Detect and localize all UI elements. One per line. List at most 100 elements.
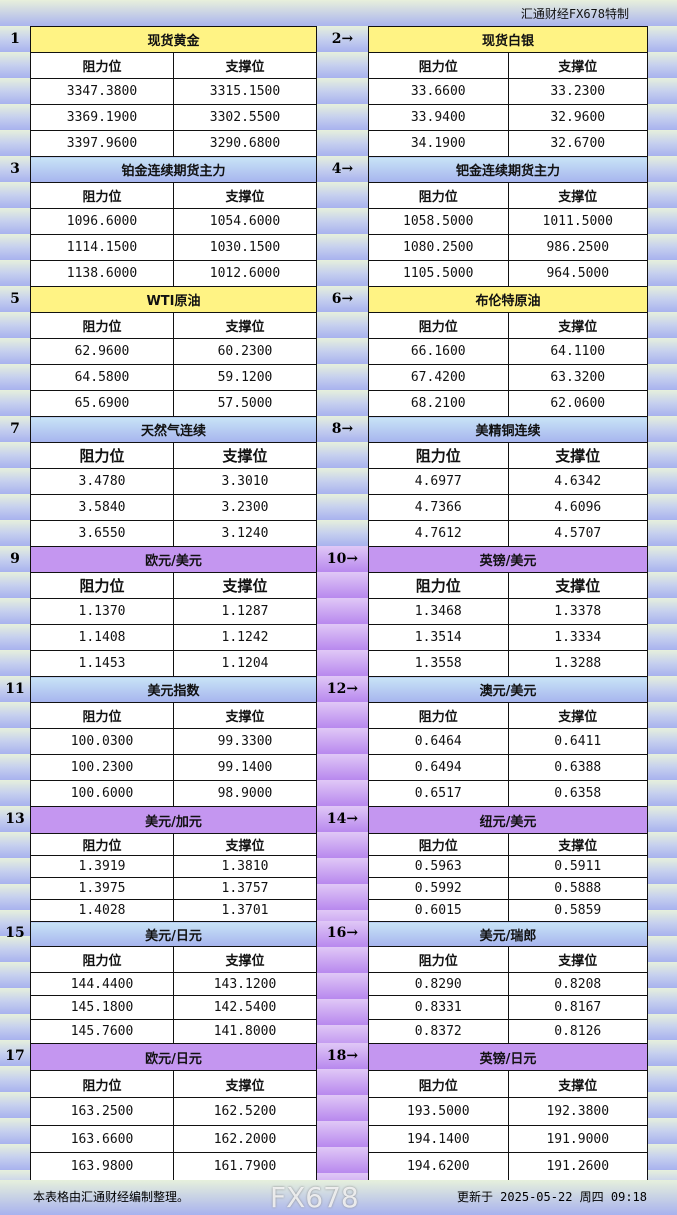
quote-table: 纽元/美元 阻力位 支撑位 0.5963 0.5911 0.5992 0.5888 0.601… [368, 806, 648, 922]
section-number: 12→ [326, 681, 359, 697]
resistance-value: 163.2500 [30, 1097, 174, 1126]
instrument-title: WTI原油 [30, 286, 317, 313]
table-row: 3.5840 3.2300 [30, 494, 317, 521]
table-row: 33.6600 33.2300 [368, 78, 648, 105]
resistance-value: 100.2300 [30, 754, 174, 781]
instrument-title: 美元指数 [30, 676, 317, 703]
header-row: 阻力位 支撑位 [30, 442, 317, 469]
support-value: 1.1242 [173, 624, 317, 651]
title-row: 澳元/美元 [368, 676, 648, 703]
quote-table: WTI原油 阻力位 支撑位 62.9600 60.2300 64.5800 59.1200 6… [30, 286, 317, 417]
resistance-value: 0.6464 [368, 728, 509, 755]
table-row: 163.6600 162.2000 [30, 1125, 317, 1153]
support-value: 0.8126 [507, 1019, 648, 1044]
support-value: 3.3010 [173, 468, 317, 495]
title-row: 欧元/日元 [30, 1043, 317, 1071]
resistance-value: 3347.3800 [30, 78, 174, 105]
resistance-value: 163.9800 [30, 1152, 174, 1181]
table-row: 4.7366 4.6096 [368, 494, 648, 521]
section-number: 17 [5, 1048, 25, 1064]
quote-table: 钯金连续期货主力 阻力位 支撑位 1058.5000 1011.5000 1080.250… [368, 156, 648, 287]
support-value: 161.7900 [173, 1152, 317, 1181]
support-value: 99.1400 [173, 754, 317, 781]
resistance-value: 163.6600 [30, 1125, 174, 1153]
support-value: 57.5000 [173, 390, 317, 417]
support-header: 支撑位 [173, 442, 317, 469]
quote-table: 英镑/美元 阻力位 支撑位 1.3468 1.3378 1.3514 1.3334 1.355… [368, 546, 648, 677]
table-row: 0.5963 0.5911 [368, 855, 648, 878]
resistance-value: 3369.1900 [30, 104, 174, 131]
table-row: 145.1800 142.5400 [30, 995, 317, 1020]
table-row: 68.2100 62.0600 [368, 390, 648, 417]
section-number: 11 [5, 681, 25, 697]
support-value: 1.1287 [173, 598, 317, 625]
instrument-title: 欧元/美元 [30, 546, 317, 573]
table-row: 1.1408 1.1242 [30, 624, 317, 651]
header-row: 阻力位 支撑位 [30, 946, 317, 973]
resistance-header: 阻力位 [30, 442, 174, 469]
resistance-value: 1.3514 [368, 624, 509, 651]
header-row: 阻力位 支撑位 [368, 572, 648, 599]
support-value: 4.6096 [507, 494, 648, 521]
support-value: 4.5707 [507, 520, 648, 547]
support-value: 191.9000 [507, 1125, 648, 1153]
resistance-value: 100.6000 [30, 780, 174, 807]
section-number: 5 [10, 291, 20, 307]
instrument-title: 英镑/美元 [368, 546, 648, 573]
table-row: 1.3975 1.3757 [30, 877, 317, 900]
resistance-value: 1.3558 [368, 650, 509, 677]
resistance-header: 阻力位 [30, 182, 174, 209]
table-row: 4.7612 4.5707 [368, 520, 648, 547]
support-header: 支撑位 [173, 52, 317, 79]
header-row: 阻力位 支撑位 [368, 1070, 648, 1098]
support-value: 3315.1500 [173, 78, 317, 105]
support-value: 1.3378 [507, 598, 648, 625]
table-row: 3.4780 3.3010 [30, 468, 317, 495]
support-value: 0.5859 [507, 899, 648, 922]
resistance-header: 阻力位 [368, 442, 509, 469]
table-row: 1105.5000 964.5000 [368, 260, 648, 287]
resistance-value: 1.1370 [30, 598, 174, 625]
resistance-value: 0.6494 [368, 754, 509, 781]
quote-table: 现货黄金 阻力位 支撑位 3347.3800 3315.1500 3369.1900 330… [30, 26, 317, 157]
title-row: 钯金连续期货主力 [368, 156, 648, 183]
title-row: 现货黄金 [30, 26, 317, 53]
resistance-header: 阻力位 [30, 1070, 174, 1098]
quote-table: 铂金连续期货主力 阻力位 支撑位 1096.6000 1054.6000 1114.150… [30, 156, 317, 287]
title-row: 英镑/日元 [368, 1043, 648, 1071]
header-row: 阻力位 支撑位 [30, 52, 317, 79]
table-row: 1.4028 1.3701 [30, 899, 317, 922]
support-value: 142.5400 [173, 995, 317, 1020]
table-row: 0.6015 0.5859 [368, 899, 648, 922]
quote-table: 天然气连续 阻力位 支撑位 3.4780 3.3010 3.5840 3.2300 3.655… [30, 416, 317, 547]
resistance-header: 阻力位 [368, 572, 509, 599]
support-value: 1.3810 [173, 855, 317, 878]
quote-section: 3 铂金连续期货主力 阻力位 支撑位 1096.6000 1054.6000 1114.15… [0, 156, 677, 287]
support-header: 支撑位 [507, 442, 648, 469]
support-header: 支撑位 [507, 52, 648, 79]
support-value: 1011.5000 [507, 208, 648, 235]
support-value: 98.9000 [173, 780, 317, 807]
resistance-value: 1.4028 [30, 899, 174, 922]
resistance-value: 4.7366 [368, 494, 509, 521]
resistance-value: 64.5800 [30, 364, 174, 391]
table-row: 3347.3800 3315.1500 [30, 78, 317, 105]
resistance-value: 1105.5000 [368, 260, 509, 287]
support-value: 1.3701 [173, 899, 317, 922]
support-value: 0.6411 [507, 728, 648, 755]
support-value: 0.6358 [507, 780, 648, 807]
support-header: 支撑位 [173, 833, 317, 856]
resistance-value: 1.3919 [30, 855, 174, 878]
resistance-value: 1114.1500 [30, 234, 174, 261]
instrument-title: 纽元/美元 [368, 806, 648, 834]
header-row: 阻力位 支撑位 [368, 312, 648, 339]
table-row: 1138.6000 1012.6000 [30, 260, 317, 287]
table-row: 0.8331 0.8167 [368, 995, 648, 1020]
resistance-value: 1058.5000 [368, 208, 509, 235]
resistance-value: 3.5840 [30, 494, 174, 521]
resistance-value: 3397.9600 [30, 130, 174, 157]
resistance-value: 1.3468 [368, 598, 509, 625]
support-header: 支撑位 [173, 182, 317, 209]
section-number: 4→ [331, 161, 354, 177]
support-value: 63.3200 [507, 364, 648, 391]
